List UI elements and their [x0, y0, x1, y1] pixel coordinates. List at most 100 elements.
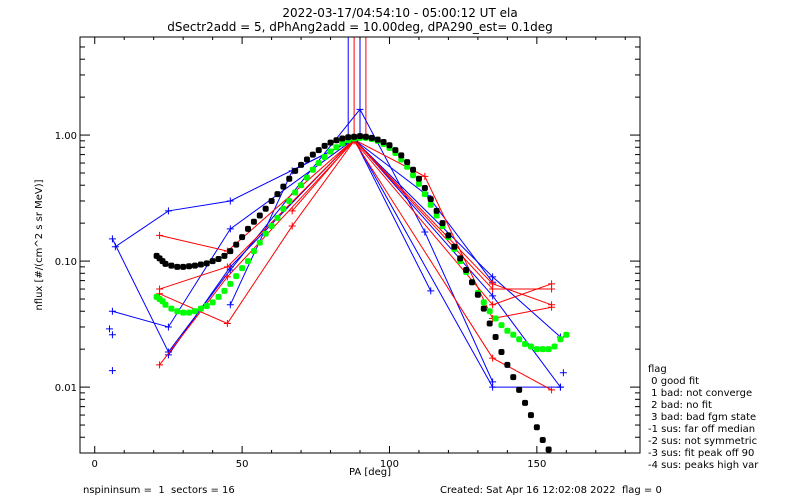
- green-point: [533, 346, 540, 353]
- red-point: [489, 354, 497, 362]
- blue-point: [108, 307, 116, 315]
- black-point: [386, 142, 393, 149]
- red-point: [223, 273, 231, 281]
- black-point: [351, 133, 358, 140]
- black-point: [233, 241, 240, 248]
- black-point: [303, 156, 310, 163]
- green-point: [321, 153, 328, 160]
- plot-area: [105, 37, 570, 453]
- green-point: [298, 182, 305, 189]
- red-point: [548, 386, 556, 394]
- blue-point: [226, 225, 234, 233]
- legend-item: -1 sus: far off median: [648, 424, 755, 435]
- black-point: [262, 205, 269, 212]
- green-point: [492, 315, 499, 322]
- green-point: [339, 140, 346, 147]
- green-point: [233, 273, 240, 280]
- green-point: [510, 331, 517, 338]
- blue-point: [559, 369, 567, 377]
- red-point: [421, 172, 429, 180]
- black-point: [321, 142, 328, 149]
- green-point: [274, 214, 281, 221]
- legend-title: flag: [648, 364, 667, 375]
- black-point: [174, 263, 181, 270]
- black-point: [469, 279, 475, 286]
- footer-right: Created: Sat Apr 16 12:02:08 2022 flag =…: [440, 485, 662, 496]
- green-point: [404, 163, 411, 170]
- green-point: [315, 160, 322, 167]
- red-series-line: [159, 140, 552, 366]
- black-point: [227, 248, 234, 255]
- green-point: [486, 308, 493, 315]
- red-point: [288, 207, 296, 215]
- blue-point: [226, 266, 234, 274]
- axes: 0 50 100 150 0.01 0.10 1.00: [55, 36, 640, 470]
- black-point: [392, 147, 399, 154]
- green-point: [327, 148, 334, 155]
- black-point: [545, 446, 552, 453]
- black-point: [516, 386, 523, 393]
- green-point: [174, 308, 181, 315]
- black-point: [533, 424, 540, 431]
- green-point: [203, 303, 210, 310]
- black-point: [374, 136, 381, 143]
- green-point: [168, 305, 175, 312]
- black-point: [445, 232, 452, 239]
- black-point: [298, 161, 305, 168]
- blue-point: [489, 383, 497, 391]
- legend-item: -3 sus: fit peak off 90: [648, 448, 754, 459]
- black-point: [274, 191, 281, 198]
- black-point: [522, 399, 529, 406]
- green-point: [250, 248, 257, 255]
- black-point: [162, 260, 169, 267]
- blue-point: [108, 331, 116, 339]
- green-point: [286, 197, 293, 204]
- green-point: [563, 331, 570, 338]
- legend-item: -4 sus: peaks high var: [648, 460, 759, 471]
- black-point: [510, 374, 517, 381]
- black-point: [197, 261, 204, 268]
- black-point: [180, 263, 187, 270]
- green-point: [245, 258, 251, 265]
- black-point: [256, 212, 263, 219]
- blue-series-line: [115, 139, 561, 338]
- green-point: [527, 343, 534, 350]
- black-point: [498, 348, 505, 355]
- green-point: [504, 327, 511, 334]
- black-point: [345, 134, 352, 141]
- black-point: [333, 137, 340, 144]
- black-point: [474, 291, 481, 298]
- green-point: [480, 299, 487, 306]
- black-point: [415, 175, 422, 182]
- red-point: [548, 303, 556, 311]
- legend-item: 2 bad: no fit: [648, 400, 712, 411]
- red-point: [288, 222, 296, 230]
- green-point: [292, 189, 299, 196]
- black-point: [215, 255, 222, 262]
- blue-point: [105, 325, 113, 333]
- blue-series-line: [111, 108, 494, 383]
- legend-item: 0 good fit: [648, 376, 699, 387]
- black-point: [268, 197, 275, 204]
- red-point: [156, 361, 164, 369]
- black-point: [492, 333, 499, 340]
- green-point: [280, 205, 287, 212]
- red-point: [489, 280, 497, 288]
- green-point: [262, 230, 269, 237]
- black-point: [410, 166, 417, 173]
- blue-point: [421, 228, 429, 236]
- black-point: [191, 262, 198, 269]
- black-point: [480, 305, 487, 312]
- x-tick-label: 0: [92, 459, 98, 470]
- red-series-line: [291, 139, 552, 320]
- green-point: [186, 309, 193, 316]
- black-point: [457, 255, 464, 262]
- blue-point: [556, 383, 564, 391]
- black-point: [398, 152, 405, 159]
- green-point: [427, 201, 434, 208]
- black-point: [427, 196, 434, 203]
- black-point: [433, 207, 440, 214]
- red-point: [223, 263, 231, 271]
- blue-point: [427, 287, 435, 295]
